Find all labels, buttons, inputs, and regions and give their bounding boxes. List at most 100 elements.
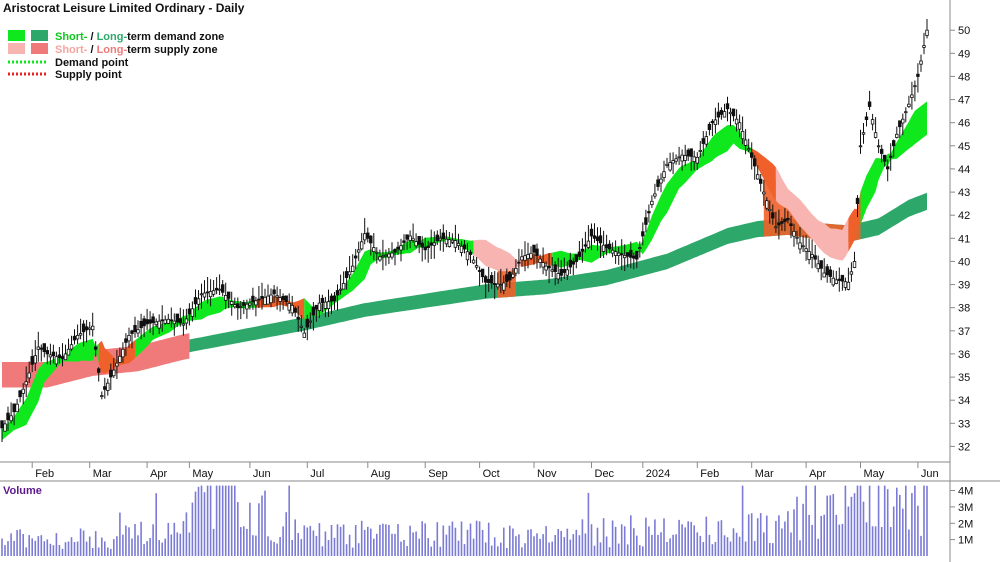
candle [275, 286, 279, 310]
volume-bar [173, 522, 176, 556]
short-term-zone-band [775, 167, 849, 261]
volume-bar [820, 515, 822, 556]
volume-bar [104, 541, 106, 556]
candle [728, 107, 733, 127]
candle-body [263, 296, 267, 305]
candle-body [834, 279, 838, 284]
candle [892, 139, 896, 158]
candle [15, 398, 19, 413]
volume-bar [557, 529, 559, 556]
volume-bar [234, 485, 236, 556]
volume-bar [327, 540, 330, 556]
candle-body [910, 94, 914, 98]
volume-label: Volume [3, 485, 42, 497]
candle-body [369, 235, 373, 244]
candle [6, 406, 10, 431]
volume-bar [306, 527, 309, 556]
candle [876, 139, 881, 154]
candle [254, 296, 258, 317]
legend-supply-long-text: Long- [97, 44, 128, 56]
candle [287, 293, 291, 314]
volume-bar [914, 485, 916, 556]
candle-body [665, 163, 669, 166]
volume-bar [660, 532, 662, 556]
candle-body [97, 368, 101, 373]
candle-body [269, 294, 273, 304]
candle-body [0, 420, 4, 429]
candle-body [245, 303, 249, 310]
candle-body [922, 45, 926, 48]
candle-body [716, 111, 721, 118]
volume-bar [270, 540, 272, 556]
candle-body [743, 139, 748, 146]
volume-bar [194, 491, 197, 556]
volume-bar [309, 525, 312, 556]
candle [202, 280, 207, 301]
volume-bar [747, 514, 750, 556]
volume-bar [191, 502, 194, 556]
volume-bar [424, 523, 426, 556]
candle-body [547, 265, 551, 269]
candle [595, 227, 600, 251]
candle [514, 259, 518, 277]
candle-body [127, 334, 131, 342]
volume-bar [850, 496, 853, 556]
candle-body [728, 111, 733, 115]
volume-bar [182, 521, 185, 556]
candle-body [133, 324, 137, 332]
volume-bar [354, 525, 357, 556]
volume-bar [784, 521, 786, 556]
candle [786, 211, 790, 224]
candle [526, 242, 530, 269]
volume-bar [143, 544, 145, 556]
candle-body [18, 390, 22, 398]
candle [613, 240, 618, 264]
volume-bar [240, 527, 242, 556]
candle-body [396, 246, 400, 250]
candle [547, 253, 551, 284]
candle [417, 235, 421, 254]
candle-body [393, 248, 397, 253]
volume-bar [439, 546, 442, 556]
candle [399, 238, 403, 262]
volume-bar [681, 524, 683, 556]
volume-bar [506, 548, 508, 556]
candle [852, 251, 857, 269]
volume-bar [161, 542, 163, 556]
candle-body [553, 264, 557, 272]
candle-body [48, 354, 53, 358]
candle-body [175, 313, 179, 323]
candle-body [683, 155, 687, 161]
volume-bar [10, 533, 12, 556]
candle [837, 267, 841, 292]
candle [801, 235, 805, 253]
volume-bar [200, 485, 203, 556]
candle-body [695, 156, 699, 164]
candle-body [710, 121, 715, 124]
candle-body [293, 307, 297, 313]
price-tick-label: 32 [958, 441, 970, 453]
candle [94, 341, 98, 357]
candle-body [21, 388, 25, 394]
candle [190, 301, 195, 322]
candle [880, 144, 884, 163]
candle [759, 174, 763, 192]
candle-body [112, 369, 116, 377]
candle-body [236, 303, 240, 309]
volume-bar [536, 533, 538, 556]
volume-bar [590, 524, 593, 556]
candle-body [662, 171, 666, 178]
candle-body [777, 222, 781, 226]
volume-bar [753, 540, 756, 556]
volume-bar [116, 536, 118, 556]
candle-body [692, 156, 696, 162]
candle-body [740, 130, 745, 140]
volume-bar [436, 522, 439, 556]
volume-bar [493, 537, 496, 556]
candle-body [226, 291, 231, 299]
candle-body [172, 320, 176, 325]
candle [326, 289, 331, 317]
candle [889, 143, 893, 171]
candle [511, 268, 515, 279]
candle-body [24, 381, 28, 386]
